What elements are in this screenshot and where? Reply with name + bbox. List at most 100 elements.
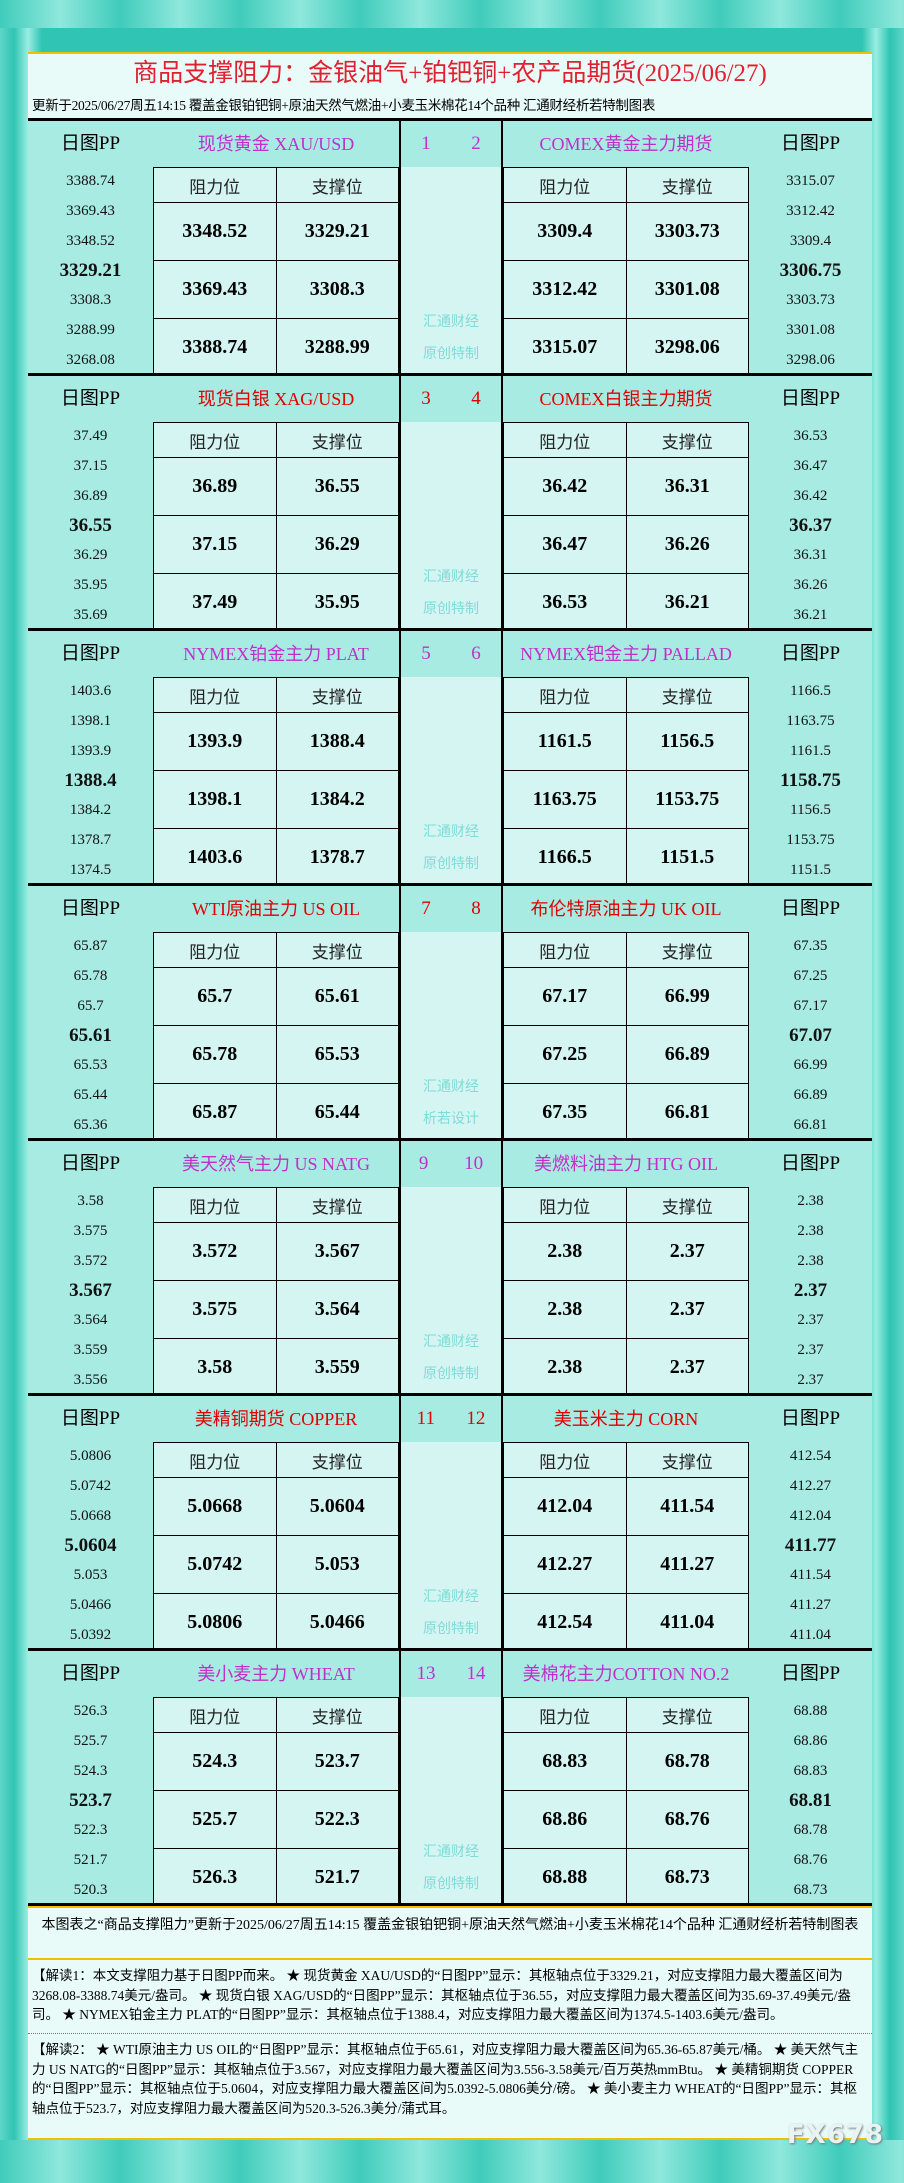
right-pp-column: 日图PP 2.38 2.38 2.38 2.37 2.37 2.37 2.37 — [749, 1141, 872, 1393]
left-index: 5 — [421, 643, 431, 664]
pp-level: 3301.08 — [786, 321, 835, 338]
pp-level: 36.26 — [793, 576, 828, 593]
support-header: 支撑位 — [275, 1187, 399, 1223]
resistance-value: 2.38 — [503, 1338, 627, 1397]
pivot-value: 68.81 — [789, 1790, 832, 1812]
support-value: 3301.08 — [625, 260, 749, 319]
support-value: 523.7 — [275, 1732, 399, 1791]
pp-level: 2.37 — [797, 1312, 824, 1329]
support-value: 68.78 — [625, 1732, 749, 1791]
resistance-header: 阻力位 — [503, 167, 627, 203]
table-row: 67.25 66.89 — [503, 1025, 749, 1084]
resistance-value: 1161.5 — [503, 712, 627, 771]
support-header: 支撑位 — [275, 677, 399, 713]
table-row: 524.3 523.7 — [153, 1732, 399, 1791]
support-header: 支撑位 — [625, 1442, 749, 1478]
right-product-name: 布伦特原油主力 UK OIL — [503, 886, 749, 932]
resistance-value: 2.38 — [503, 1222, 627, 1281]
table-row: 3.58 3.559 — [153, 1338, 399, 1397]
commodity-block: 日图PP 5.0806 5.0742 5.0668 5.0604 5.053 5.0466 5… — [28, 1396, 872, 1652]
table-row: 65.87 65.44 — [153, 1083, 399, 1142]
pp-level: 5.0466 — [69, 1596, 112, 1613]
pp-level: 65.78 — [73, 967, 108, 984]
left-pp-column: 日图PP 5.0806 5.0742 5.0668 5.0604 5.053 5.0466 5… — [28, 1396, 153, 1648]
support-value: 66.81 — [625, 1083, 749, 1142]
resistance-value: 3.58 — [153, 1338, 277, 1397]
table-row: 1166.5 1151.5 — [503, 828, 749, 887]
left-product-name: WTI原油主力 US OIL — [153, 886, 399, 932]
pp-level: 66.99 — [793, 1057, 828, 1074]
table-row: 3369.43 3308.3 — [153, 260, 399, 319]
pp-level: 36.42 — [793, 487, 828, 504]
right-index: 4 — [471, 388, 481, 409]
pp-level: 35.69 — [73, 606, 108, 623]
table-row: 412.27 411.27 — [503, 1535, 749, 1594]
support-value: 1151.5 — [625, 828, 749, 887]
table-row: 37.15 36.29 — [153, 515, 399, 574]
watermark-line: 汇通财经 — [423, 1590, 479, 1605]
table-row: 526.3 521.7 — [153, 1848, 399, 1907]
resistance-value: 5.0742 — [153, 1535, 277, 1594]
right-pp-column: 日图PP 3315.07 3312.42 3309.4 3306.75 3303.73 33… — [749, 121, 872, 373]
resistance-value: 3388.74 — [153, 318, 277, 377]
right-product-name: 美棉花主力COTTON NO.2 — [503, 1651, 749, 1697]
resistance-value: 67.25 — [503, 1025, 627, 1084]
left-pp-column: 日图PP 3388.74 3369.43 3348.52 3329.21 3308.3 32… — [28, 121, 153, 373]
pivot-value: 3306.75 — [779, 260, 842, 282]
support-value: 1156.5 — [625, 712, 749, 771]
pp-level: 521.7 — [73, 1851, 108, 1868]
resistance-value: 5.0806 — [153, 1593, 277, 1652]
support-value: 65.44 — [275, 1083, 399, 1142]
pp-label: 日图PP — [60, 388, 121, 409]
pp-level: 1398.1 — [69, 712, 112, 729]
resistance-header: 阻力位 — [503, 1187, 627, 1223]
table-row: 37.49 35.95 — [153, 573, 399, 632]
pp-level: 3315.07 — [786, 173, 835, 189]
table-row: 36.42 36.31 — [503, 457, 749, 516]
resistance-value: 412.54 — [503, 1593, 627, 1652]
right-product-name: COMEX白银主力期货 — [503, 376, 749, 422]
table-row: 5.0668 5.0604 — [153, 1477, 399, 1536]
support-value: 2.37 — [625, 1338, 749, 1397]
support-value: 36.29 — [275, 515, 399, 574]
watermark-line: 汇通财经 — [423, 825, 479, 840]
resistance-value: 68.83 — [503, 1732, 627, 1791]
watermark-line: 原创特制 — [423, 857, 479, 872]
pp-label: 日图PP — [780, 388, 841, 409]
table-row: 5.0806 5.0466 — [153, 1593, 399, 1652]
pp-level: 1378.7 — [69, 831, 112, 848]
left-pp-column: 日图PP 1403.6 1398.1 1393.9 1388.4 1384.2 1378.7… — [28, 631, 153, 883]
right-index: 2 — [471, 133, 481, 154]
support-value: 3308.3 — [275, 260, 399, 319]
resistance-value: 65.78 — [153, 1025, 277, 1084]
resistance-value: 5.0668 — [153, 1477, 277, 1536]
watermark-line: 汇通财经 — [423, 1845, 479, 1860]
watermark-line: 汇通财经 — [423, 1080, 479, 1095]
pp-level: 3298.06 — [786, 351, 835, 368]
support-value: 3.564 — [275, 1280, 399, 1339]
pivot-value: 3329.21 — [59, 260, 122, 282]
index-column: 5 6 汇通财经 原创特制 — [399, 631, 503, 883]
left-levels-table: 阻力位 支撑位 5.0668 5.0604 5.0742 5.053 5.0806 5.046… — [153, 1442, 399, 1652]
resistance-value: 1393.9 — [153, 712, 277, 771]
pp-level: 526.3 — [73, 1703, 108, 1719]
pp-label: 日图PP — [60, 133, 121, 154]
resistance-value: 36.89 — [153, 457, 277, 516]
pivot-value: 36.55 — [69, 515, 112, 537]
support-value: 1384.2 — [275, 770, 399, 829]
left-index: 1 — [421, 133, 431, 154]
support-header: 支撑位 — [625, 167, 749, 203]
resistance-value: 3.572 — [153, 1222, 277, 1281]
table-row: 3.572 3.567 — [153, 1222, 399, 1281]
footer-note: 本图表之“商品支撑阻力”更新于2025/06/27周五14:15 覆盖金银铂钯铜… — [28, 1908, 872, 1960]
bottom-frame-band — [0, 2140, 904, 2183]
resistance-header: 阻力位 — [503, 1697, 627, 1733]
resistance-value: 2.38 — [503, 1280, 627, 1339]
resistance-value: 68.88 — [503, 1848, 627, 1907]
pp-level: 5.053 — [73, 1567, 108, 1584]
pp-level: 1161.5 — [790, 742, 831, 759]
pivot-value: 5.0604 — [64, 1535, 117, 1557]
table-row: 3.575 3.564 — [153, 1280, 399, 1339]
pp-level: 3388.74 — [66, 173, 115, 189]
support-value: 3303.73 — [625, 202, 749, 261]
